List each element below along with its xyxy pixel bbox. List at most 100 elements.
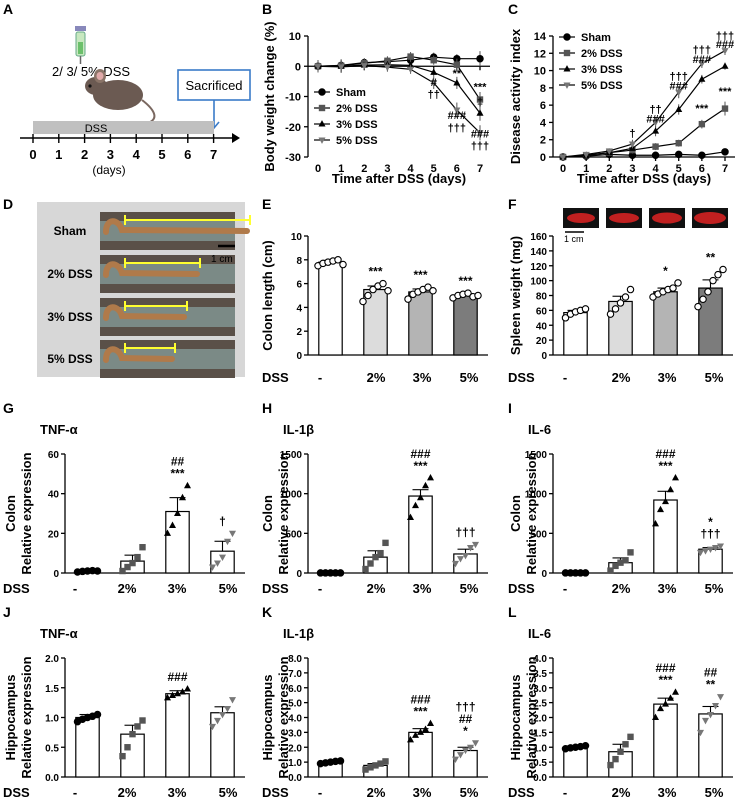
data-point — [675, 139, 682, 147]
dss-axis-label: DSS — [262, 370, 289, 385]
y-axis-label: Relative expression — [19, 656, 34, 778]
y-tick-label: 14 — [534, 31, 547, 43]
x-category-label: 3% — [168, 581, 187, 596]
data-point — [698, 151, 706, 160]
legend-marker — [318, 120, 326, 127]
series-line-sham — [562, 151, 726, 158]
bar — [653, 703, 678, 778]
data-point — [582, 151, 590, 159]
y-tick-label: 10 — [289, 31, 301, 43]
x-category-label: 3% — [658, 785, 677, 800]
y-tick-label: 1.0 — [288, 758, 302, 769]
chart-subtitle: TNF-α — [40, 422, 78, 437]
legend-label: 3% DSS — [336, 119, 378, 131]
data-point — [129, 730, 136, 738]
significance-mark: ### — [410, 692, 430, 706]
data-point — [213, 560, 222, 567]
y-tick-label: 4 — [296, 303, 302, 314]
x-category-label: 2% — [367, 581, 386, 596]
chart-subtitle: IL-1β — [283, 422, 314, 437]
panel-letter-j: J — [3, 604, 11, 620]
data-point — [314, 63, 322, 71]
data-point — [721, 148, 729, 156]
data-point — [675, 89, 683, 97]
data-point — [183, 481, 192, 489]
x-tick-label: 5 — [676, 163, 682, 175]
panel-j-hippo-tnf: J 0.0 0.5 1.0 1.5 2.0 Hippocampus Relative exp… — [3, 604, 245, 800]
data-point — [406, 735, 415, 743]
data-point — [372, 553, 379, 561]
significance-mark: ## — [704, 666, 718, 680]
x-category-label: 2% — [612, 370, 631, 385]
timeline-day-label: 1 — [55, 147, 62, 162]
panel-letter-l: L — [508, 604, 517, 620]
data-point — [367, 560, 374, 567]
y-tick-label: 2.0 — [288, 743, 302, 754]
x-tick-label: 0 — [315, 163, 321, 175]
length-marker — [124, 301, 188, 311]
data-point — [364, 291, 372, 300]
data-point — [124, 563, 131, 571]
data-point — [134, 723, 141, 730]
y-tick-label: 7.0 — [288, 669, 302, 680]
panel-letter-b: B — [262, 1, 272, 17]
data-point — [453, 107, 461, 114]
y-axis-label: Colon length (cm) — [260, 240, 275, 351]
data-point — [674, 150, 683, 159]
significance-mark: ### — [448, 110, 466, 122]
data-point — [377, 549, 384, 557]
data-point — [382, 758, 389, 765]
data-point — [411, 501, 420, 509]
x-category-label: - — [318, 370, 322, 385]
data-point — [661, 700, 670, 707]
significance-mark: ** — [706, 678, 716, 692]
significance-mark: ‡ — [477, 97, 483, 109]
data-point — [474, 291, 482, 300]
data-point — [456, 556, 465, 563]
x-tick-label: 5 — [431, 163, 437, 175]
y-tick-label: 3.0 — [288, 728, 302, 739]
panel-letter-g: G — [3, 400, 14, 416]
data-point — [453, 79, 461, 86]
data-point — [701, 717, 710, 725]
significance-mark: † — [629, 128, 635, 140]
panel-letter-i: I — [508, 400, 512, 416]
y-tick-label: 140 — [530, 247, 547, 258]
significance-mark: # — [431, 77, 437, 89]
data-point — [698, 75, 706, 82]
y-tick-label: 10 — [291, 232, 303, 243]
significance-mark: ### — [471, 128, 489, 140]
significance-mark: ### — [655, 661, 675, 675]
y-tick-label: 0 — [295, 61, 301, 73]
data-point — [656, 704, 665, 712]
y-tick-label: 3.5 — [533, 669, 547, 680]
data-point — [716, 543, 725, 550]
y-tick-label: 0 — [541, 351, 547, 362]
x-tick-label: 7 — [477, 163, 483, 175]
legend-marker — [318, 104, 326, 112]
data-point — [656, 505, 665, 513]
y-tick-label: 4.0 — [288, 714, 302, 725]
chart-subtitle: IL-6 — [528, 422, 551, 437]
y-tick-label: 8 — [540, 83, 546, 95]
significance-mark: ††† — [693, 44, 711, 56]
y-tick-label: 0 — [541, 569, 547, 580]
panel-e-colon-length: E 0 2 4 6 8 10 Colon length (cm) DSS - 2% 3% 5% *** *… — [260, 196, 488, 385]
data-point — [617, 559, 624, 566]
data-point — [168, 521, 177, 528]
data-point — [612, 562, 619, 570]
days-label: (days) — [92, 163, 125, 177]
timeline-day-label: 6 — [184, 147, 191, 162]
bar — [698, 713, 723, 778]
y-tick-label: 8 — [296, 256, 302, 267]
legend-label: 5% DSS — [581, 80, 623, 92]
data-point — [661, 497, 670, 505]
data-point — [476, 130, 484, 137]
significance-mark: *** — [413, 268, 427, 282]
series-line-5-dss — [317, 65, 481, 134]
data-point — [674, 279, 682, 287]
dss-concentration-label: 2/ 3/ 5% DSS — [52, 64, 130, 79]
data-point — [607, 761, 614, 769]
x-category-label: 2% — [612, 785, 631, 800]
